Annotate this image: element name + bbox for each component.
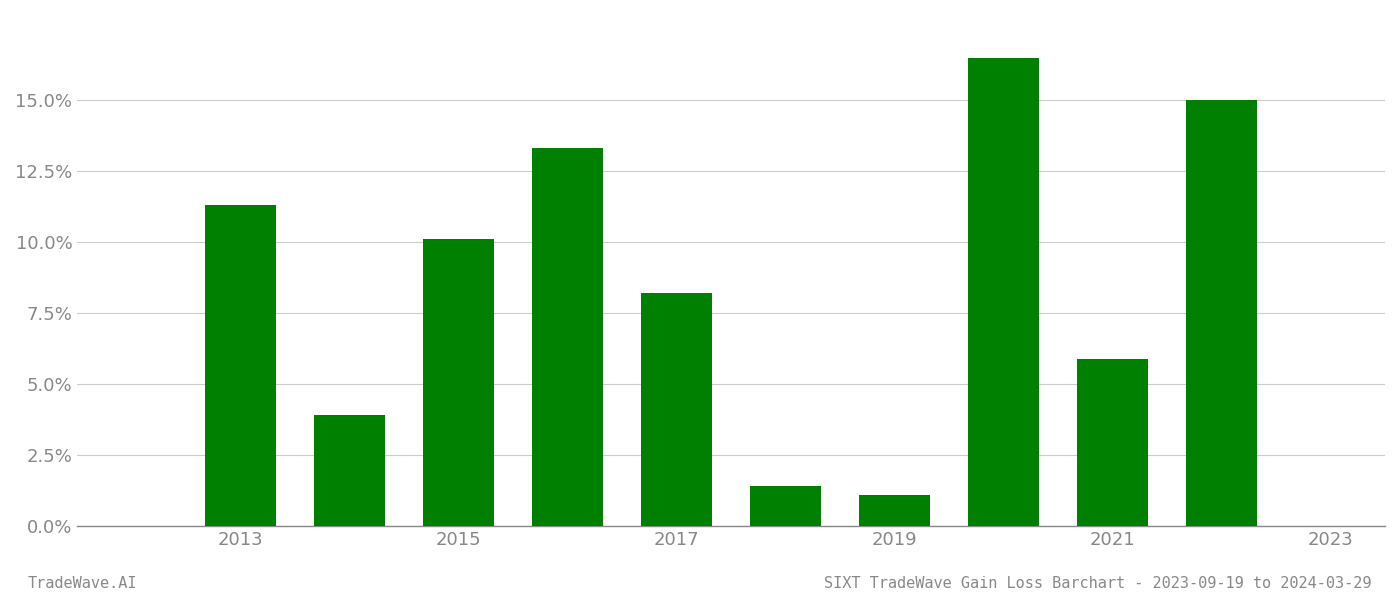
- Text: SIXT TradeWave Gain Loss Barchart - 2023-09-19 to 2024-03-29: SIXT TradeWave Gain Loss Barchart - 2023…: [825, 576, 1372, 591]
- Bar: [750, 487, 820, 526]
- Bar: [532, 148, 603, 526]
- Bar: [860, 495, 930, 526]
- Bar: [1077, 359, 1148, 526]
- Bar: [423, 239, 494, 526]
- Bar: [969, 58, 1039, 526]
- Bar: [641, 293, 713, 526]
- Bar: [206, 205, 276, 526]
- Bar: [1186, 100, 1257, 526]
- Bar: [314, 415, 385, 526]
- Text: TradeWave.AI: TradeWave.AI: [28, 576, 137, 591]
